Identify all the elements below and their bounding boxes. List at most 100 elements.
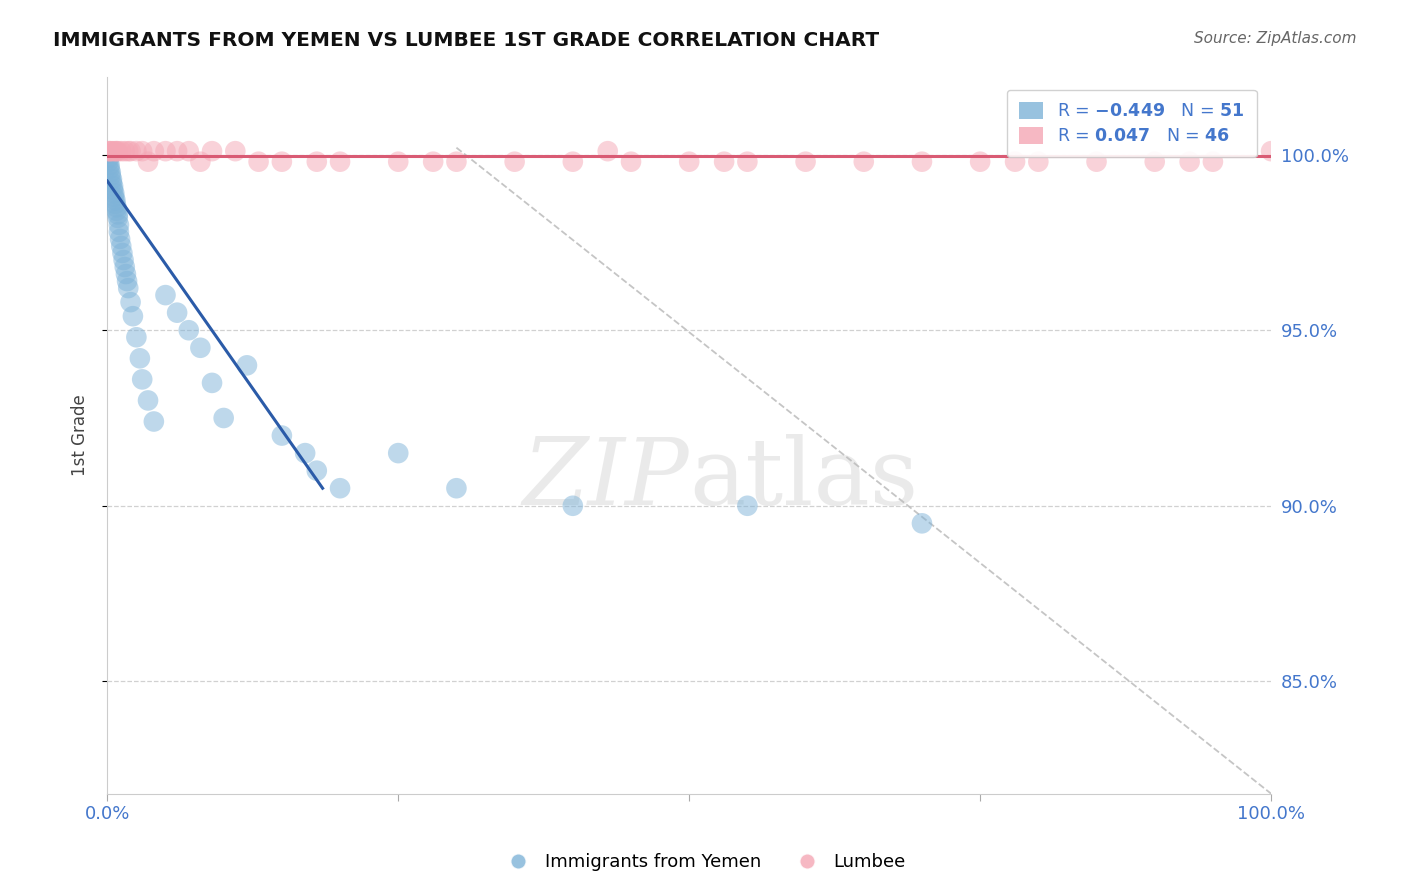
Point xyxy=(294,446,316,460)
Point xyxy=(108,232,131,246)
Point xyxy=(101,179,124,194)
Point xyxy=(387,154,409,169)
Point xyxy=(1004,154,1026,169)
Point xyxy=(110,144,132,158)
Point xyxy=(104,144,127,158)
Point xyxy=(1260,144,1282,158)
Point xyxy=(105,200,128,214)
Point xyxy=(224,144,246,158)
Point xyxy=(561,154,583,169)
Legend: R = $\mathbf{-0.449}$   N = $\mathbf{51}$, R = $\mathbf{0.047}$   N = $\mathbf{4: R = $\mathbf{-0.449}$ N = $\mathbf{51}$,… xyxy=(1007,90,1257,157)
Point xyxy=(98,144,121,158)
Point xyxy=(107,207,129,221)
Point xyxy=(115,267,138,281)
Point xyxy=(120,144,142,158)
Point xyxy=(104,194,127,208)
Point xyxy=(136,154,159,169)
Point xyxy=(620,154,643,169)
Point xyxy=(1028,154,1050,169)
Point xyxy=(737,154,759,169)
Point xyxy=(98,161,121,176)
Point xyxy=(1085,154,1108,169)
Point xyxy=(97,151,120,165)
Point xyxy=(142,144,165,158)
Point xyxy=(190,341,212,355)
Point xyxy=(120,295,142,310)
Point xyxy=(201,144,224,158)
Point xyxy=(201,376,224,390)
Point xyxy=(713,154,735,169)
Point xyxy=(131,144,153,158)
Point xyxy=(236,359,259,373)
Point xyxy=(108,225,131,239)
Point xyxy=(155,288,177,302)
Point xyxy=(212,411,235,425)
Point xyxy=(177,144,200,158)
Point xyxy=(852,154,875,169)
Point xyxy=(125,330,148,344)
Point xyxy=(101,176,124,190)
Point xyxy=(911,516,934,531)
Text: atlas: atlas xyxy=(689,434,918,524)
Point xyxy=(112,252,135,267)
Point xyxy=(305,464,328,478)
Point xyxy=(177,323,200,337)
Text: Source: ZipAtlas.com: Source: ZipAtlas.com xyxy=(1194,31,1357,46)
Legend: Immigrants from Yemen, Lumbee: Immigrants from Yemen, Lumbee xyxy=(494,847,912,879)
Point xyxy=(1178,154,1201,169)
Point xyxy=(105,203,128,218)
Point xyxy=(97,154,120,169)
Point xyxy=(305,154,328,169)
Point xyxy=(101,183,124,197)
Text: ZIP: ZIP xyxy=(523,434,689,524)
Point xyxy=(105,144,128,158)
Point xyxy=(1202,154,1225,169)
Point xyxy=(142,415,165,429)
Point xyxy=(794,154,817,169)
Point xyxy=(108,218,131,232)
Point xyxy=(114,260,136,274)
Point xyxy=(125,144,148,158)
Point xyxy=(107,211,129,225)
Point xyxy=(422,154,444,169)
Y-axis label: 1st Grade: 1st Grade xyxy=(72,394,89,476)
Point xyxy=(100,169,122,183)
Point xyxy=(329,154,352,169)
Point xyxy=(969,154,991,169)
Point xyxy=(97,144,120,158)
Point xyxy=(155,144,177,158)
Point xyxy=(911,154,934,169)
Point xyxy=(122,309,145,323)
Point xyxy=(117,281,139,295)
Point xyxy=(387,446,409,460)
Text: IMMIGRANTS FROM YEMEN VS LUMBEE 1ST GRADE CORRELATION CHART: IMMIGRANTS FROM YEMEN VS LUMBEE 1ST GRAD… xyxy=(53,31,880,50)
Point xyxy=(270,428,292,442)
Point xyxy=(128,351,150,366)
Point xyxy=(561,499,583,513)
Point xyxy=(1143,154,1166,169)
Point xyxy=(131,372,153,386)
Point xyxy=(329,481,352,495)
Point xyxy=(111,246,134,260)
Point xyxy=(166,144,188,158)
Point xyxy=(103,186,125,201)
Point xyxy=(166,306,188,320)
Point xyxy=(247,154,270,169)
Point xyxy=(101,144,124,158)
Point xyxy=(446,154,468,169)
Point xyxy=(117,144,139,158)
Point xyxy=(190,154,212,169)
Point xyxy=(270,154,292,169)
Point xyxy=(107,144,129,158)
Point xyxy=(114,144,136,158)
Point xyxy=(678,154,700,169)
Point xyxy=(136,393,159,408)
Point xyxy=(737,499,759,513)
Point xyxy=(596,144,619,158)
Point xyxy=(104,197,127,211)
Point xyxy=(98,158,121,172)
Point xyxy=(110,239,132,253)
Point xyxy=(100,144,122,158)
Point xyxy=(100,165,122,179)
Point xyxy=(446,481,468,495)
